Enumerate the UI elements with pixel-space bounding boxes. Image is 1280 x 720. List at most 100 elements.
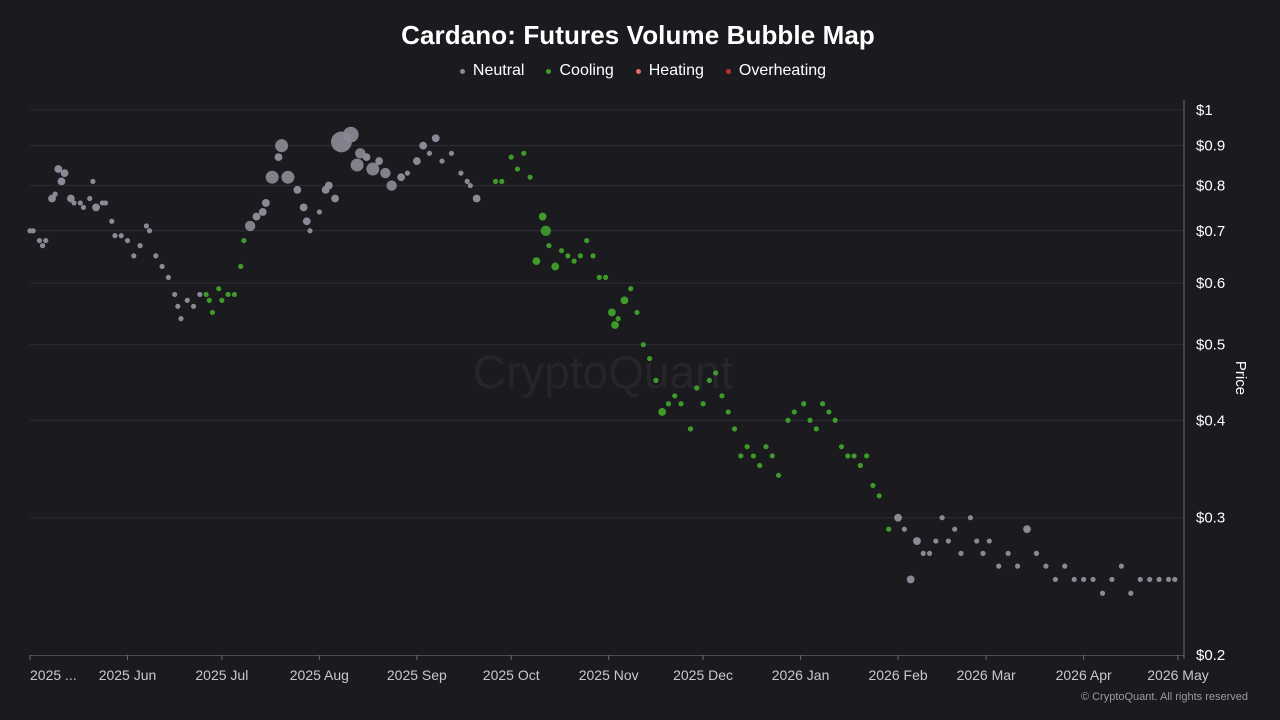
point-cooling [206,297,212,303]
point-neutral [92,203,100,212]
legend-label-overheating: Overheating [738,62,827,79]
point-neutral [439,158,445,164]
point-neutral [274,153,283,162]
point-neutral [30,228,36,234]
point-neutral [958,550,964,556]
x-tick-label: 2026 Jan [772,667,830,683]
point-cooling [738,453,744,459]
point-neutral [307,228,313,234]
point-neutral [448,150,455,156]
point-neutral [275,139,289,153]
point-neutral [1081,576,1087,583]
point-neutral [90,178,96,184]
point-cooling [499,178,505,184]
point-neutral [1172,576,1178,583]
point-neutral [913,537,921,545]
axis-layer: $1 $0.9 $0.8 $0.7 $0.6 $0.5 $0.4 $0.3 $0.2 2025 .… [29,100,1249,683]
point-neutral [178,316,184,322]
point-neutral [467,182,473,189]
point-cooling [851,453,857,459]
point-neutral [71,200,77,206]
y-tick-label: $0.4 [1196,412,1225,429]
x-tick-label: 2025 Aug [290,667,349,683]
point-neutral [901,526,907,532]
point-neutral [1118,563,1124,569]
copyright: © CryptoQuant. All rights reserved [1080,691,1248,703]
point-neutral [184,297,190,303]
point-neutral [87,195,93,202]
point-neutral [386,180,397,191]
point-cooling [596,274,602,280]
point-neutral [1109,576,1115,583]
point-cooling [607,308,616,317]
point-neutral [1147,576,1153,583]
point-neutral [1043,563,1049,569]
point-neutral [77,200,83,206]
chart-title: Cardano: Futures Volume Bubble Map [401,20,875,50]
x-tick-label: 2025 Sep [387,667,447,683]
point-neutral [36,237,43,244]
point-neutral [375,157,384,165]
point-neutral [362,153,371,162]
point-cooling [628,286,634,292]
y-tick-label: $0.8 [1196,178,1225,195]
point-cooling [231,291,238,298]
y-tick-label: $1 [1196,102,1213,119]
point-cooling [757,462,763,469]
point-neutral [404,170,411,176]
point-cooling [731,426,738,432]
point-cooling [870,482,876,489]
grid-layer [30,109,1184,519]
y-tick-label: $0.3 [1196,510,1225,527]
point-neutral [172,291,178,298]
point-neutral [980,550,986,556]
point-cooling [203,291,209,298]
point-neutral [1137,576,1143,583]
point-neutral [281,170,295,184]
legend-item-overheating[interactable]: Overheating [725,62,827,80]
x-tick-label: 2025 Nov [579,667,639,683]
point-cooling [791,409,797,415]
point-neutral [302,217,311,226]
point-cooling [527,174,533,180]
point-neutral [293,185,302,194]
legend-item-cooling[interactable]: Cooling [546,62,614,80]
point-neutral [197,291,203,298]
point-neutral [945,538,952,544]
point-cooling [640,342,646,348]
legend-dot-overheating-icon [725,68,731,74]
legend-dot-heating-icon [635,68,641,74]
point-neutral [1033,550,1040,556]
point-neutral [952,526,958,532]
point-neutral [472,194,481,203]
point-neutral [350,158,364,172]
point-cooling [546,243,552,249]
point-cooling [665,401,672,407]
point-neutral [261,199,270,207]
point-neutral [343,126,359,143]
point-cooling [713,370,719,376]
point-neutral [124,237,131,244]
point-cooling [819,401,826,407]
point-neutral [426,150,433,156]
point-cooling [225,291,231,298]
point-neutral [60,169,69,177]
point-neutral [54,165,63,173]
legend-item-heating[interactable]: Heating [635,62,704,80]
point-neutral [66,194,75,203]
x-tick-label: 2026 Apr [1056,667,1112,683]
x-tick-label: 2025 Dec [673,667,733,683]
point-cooling [769,453,775,459]
point-cooling [219,297,225,303]
point-cooling [492,178,499,184]
legend-item-neutral[interactable]: Neutral [459,62,524,80]
point-neutral [996,563,1002,569]
point-cooling [647,355,653,362]
point-cooling [602,274,609,280]
point-cooling [620,296,629,305]
point-neutral [967,515,974,521]
point-neutral [265,170,279,184]
point-neutral [431,134,440,143]
y-tick-label: $0.7 [1196,223,1225,240]
point-neutral [299,203,308,212]
